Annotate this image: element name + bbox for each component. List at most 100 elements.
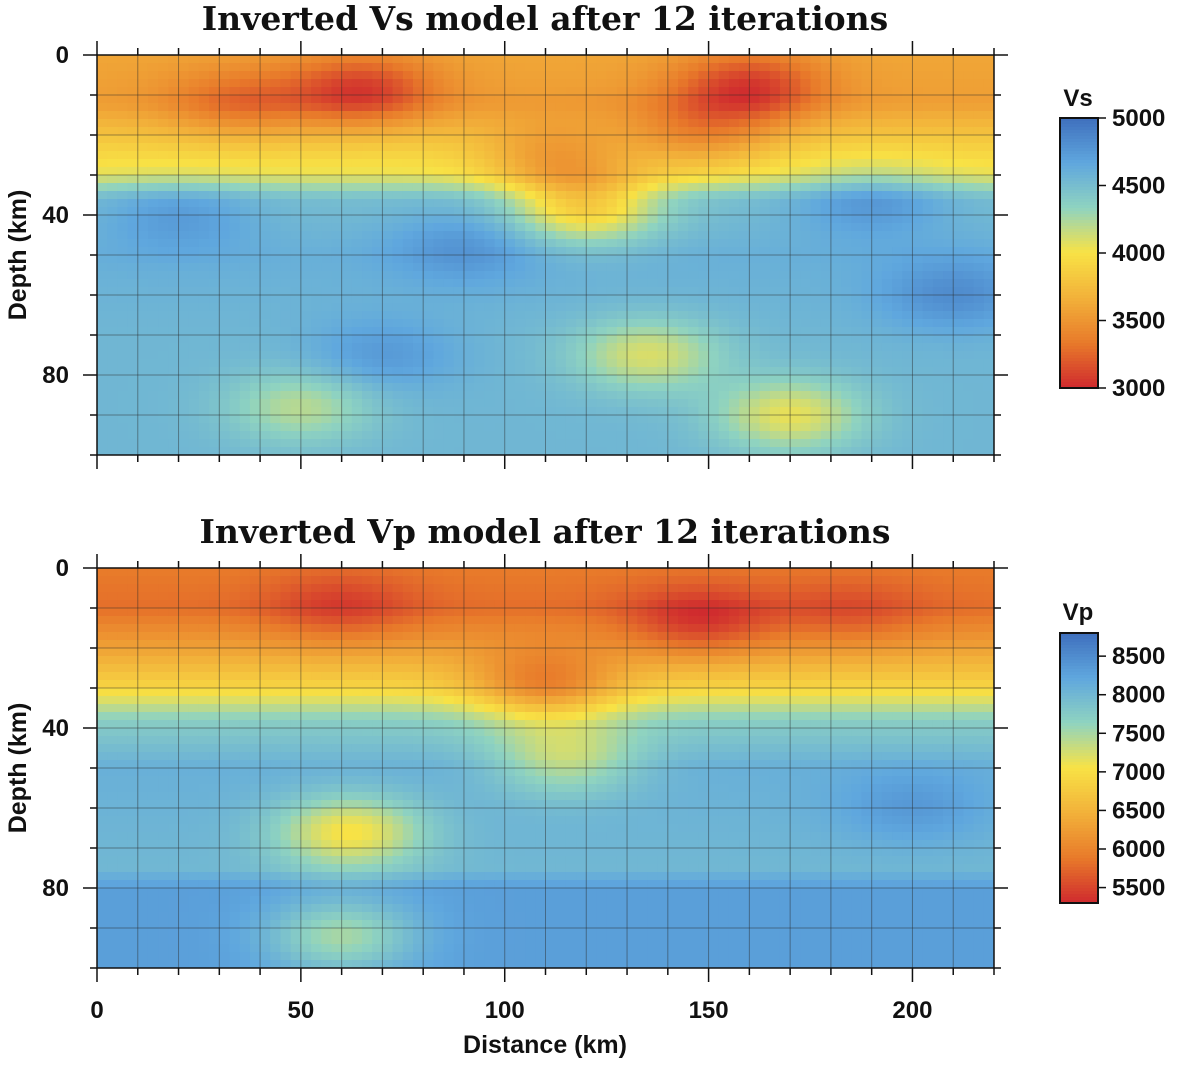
- vs-heat-cell: [504, 311, 516, 320]
- vs-heat-cell: [657, 271, 669, 280]
- vs-heat-cell: [443, 423, 455, 432]
- vs-heat-cell: [97, 135, 108, 144]
- vs-heat-cell: [973, 295, 985, 304]
- vs-heat-cell: [627, 327, 638, 336]
- vs-heat-cell: [545, 303, 557, 312]
- vs-heat-cell: [779, 231, 791, 240]
- vs-heat-cell: [647, 287, 659, 296]
- vs-heat-cell: [494, 255, 506, 264]
- vs-heat-cell: [779, 447, 791, 455]
- vs-heat-cell: [698, 151, 710, 160]
- vs-heat-cell: [728, 423, 740, 432]
- vs-heat-cell: [678, 135, 689, 144]
- vs-heat-cell: [188, 143, 200, 152]
- vp-heat-cell: [362, 584, 373, 593]
- vs-heat-cell: [351, 311, 363, 320]
- vs-heat-cell: [555, 199, 567, 208]
- vs-heat-cell: [392, 103, 404, 112]
- vp-heat-cell: [168, 600, 180, 609]
- vs-heat-cell: [463, 247, 475, 256]
- vs-heat-cell: [219, 103, 231, 112]
- vp-heat-cell: [311, 592, 322, 601]
- vs-heat-cell: [902, 303, 914, 312]
- vs-heat-cell: [107, 319, 118, 328]
- vs-heat-cell: [127, 71, 139, 80]
- vs-heat-cell: [321, 231, 333, 240]
- vs-heat-cell: [647, 399, 659, 408]
- vs-heat-cell: [392, 319, 404, 328]
- vs-heat-cell: [525, 279, 536, 288]
- vs-heat-cell: [514, 391, 526, 400]
- vs-heat-cell: [504, 431, 516, 440]
- vs-heat-cell: [402, 415, 414, 424]
- vs-heat-cell: [107, 279, 118, 288]
- vs-heat-cell: [973, 271, 985, 280]
- vs-heat-cell: [739, 63, 750, 72]
- vs-heat-cell: [372, 223, 384, 232]
- vs-heat-cell: [290, 111, 302, 120]
- vs-heat-cell: [565, 295, 577, 304]
- vs-heat-cell: [300, 447, 312, 455]
- vs-heat-cell: [362, 431, 373, 440]
- vs-heat-cell: [392, 383, 404, 392]
- vs-heat-cell: [97, 279, 108, 288]
- vs-heat-cell: [912, 199, 924, 208]
- vp-heat-cell: [841, 568, 852, 577]
- vs-heat-cell: [107, 199, 118, 208]
- vs-heat-cell: [688, 207, 699, 216]
- vs-heat-cell: [341, 431, 353, 440]
- vs-heat-cell: [749, 351, 761, 360]
- vs-heat-cell: [239, 383, 251, 392]
- vs-heat-cell: [341, 359, 353, 368]
- vp-heat-cell: [321, 576, 333, 585]
- vs-heat-cell: [239, 111, 251, 120]
- vs-heat-cell: [484, 407, 496, 416]
- vs-heat-cell: [576, 159, 587, 168]
- vs-heat-cell: [229, 263, 241, 272]
- vp-heat-cell: [270, 568, 282, 577]
- vs-heat-cell: [678, 391, 689, 400]
- vs-heat-cell: [667, 255, 679, 264]
- vs-heat-cell: [912, 407, 924, 416]
- vs-heat-cell: [759, 143, 771, 152]
- vs-heat-cell: [229, 367, 241, 376]
- vs-heat-cell: [280, 223, 292, 232]
- vs-heat-cell: [321, 207, 333, 216]
- vs-heat-cell: [667, 423, 679, 432]
- vs-heat-cell: [463, 447, 475, 455]
- vs-heat-cell: [708, 343, 720, 352]
- vs-heat-cell: [300, 71, 312, 80]
- vs-heat-cell: [341, 231, 353, 240]
- vs-heat-cell: [606, 119, 618, 128]
- vs-heat-cell: [321, 359, 333, 368]
- vs-heat-cell: [209, 167, 220, 176]
- vs-heat-cell: [341, 215, 353, 224]
- vs-heat-cell: [871, 135, 883, 144]
- vs-heat-cell: [453, 311, 465, 320]
- vs-heat-cell: [107, 159, 118, 168]
- vs-heat-cell: [158, 255, 169, 264]
- vs-heat-cell: [953, 295, 965, 304]
- vs-heat-cell: [851, 95, 863, 104]
- vs-heat-cell: [728, 431, 740, 440]
- vs-heat-cell: [351, 87, 363, 96]
- vs-heat-cell: [443, 87, 455, 96]
- vs-heat-cell: [943, 231, 954, 240]
- vs-heat-cell: [137, 79, 149, 88]
- vs-heat-cell: [351, 175, 363, 184]
- vs-heat-cell: [586, 271, 598, 280]
- vs-colorbar-segment: [1060, 139, 1098, 143]
- vs-heat-cell: [953, 87, 965, 96]
- vs-heat-cell: [331, 311, 343, 320]
- vs-heat-cell: [463, 359, 475, 368]
- vs-heat-cell: [800, 431, 812, 440]
- vs-heat-cell: [229, 351, 241, 360]
- vs-heat-cell: [973, 79, 985, 88]
- vs-heat-cell: [728, 287, 740, 296]
- vs-heat-cell: [881, 335, 893, 344]
- vs-heat-cell: [382, 95, 394, 104]
- vs-heat-cell: [790, 63, 801, 72]
- vs-heat-cell: [270, 255, 282, 264]
- vs-heat-cell: [484, 111, 496, 120]
- vs-colorbar-segment: [1060, 274, 1098, 278]
